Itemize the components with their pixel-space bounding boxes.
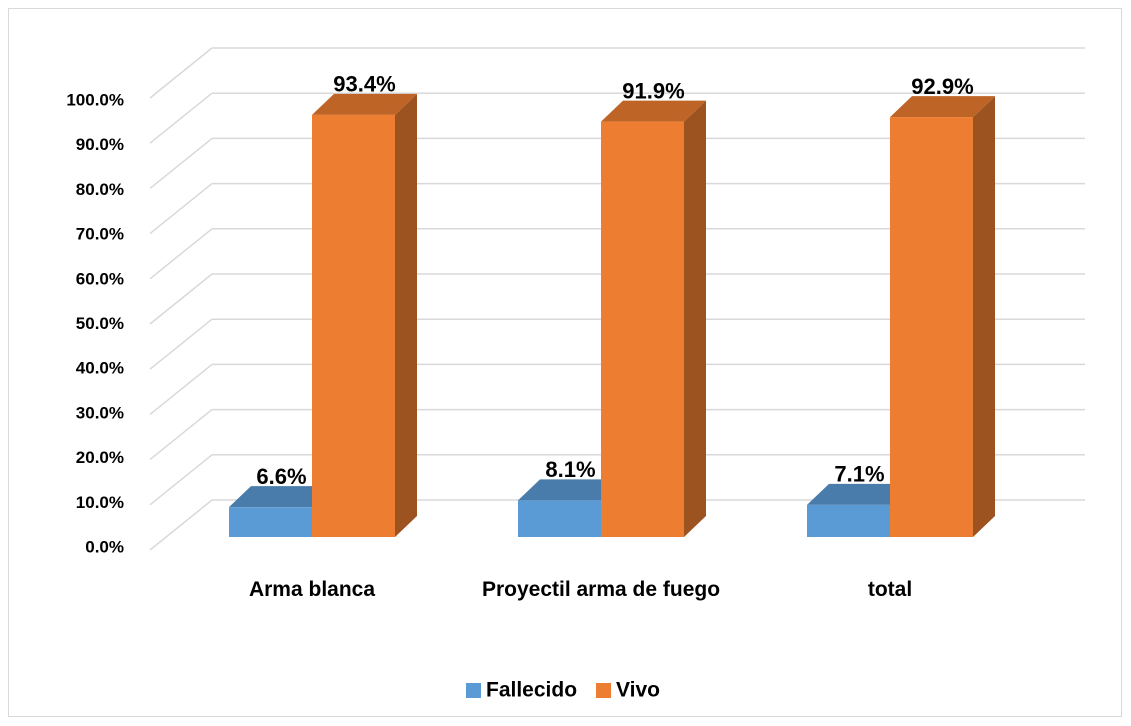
y-tick-label: 60.0% xyxy=(76,269,124,288)
grid-line-side xyxy=(149,92,213,144)
y-tick-label: 50.0% xyxy=(76,314,124,333)
bar-top xyxy=(312,93,417,115)
grid-line-side xyxy=(149,228,213,280)
grid-line-side xyxy=(149,47,213,99)
y-tick-label: 80.0% xyxy=(76,180,124,199)
grid-line-side xyxy=(149,409,213,461)
bar-side xyxy=(395,93,417,537)
bar-side xyxy=(684,100,706,537)
bar-front xyxy=(312,114,395,537)
bar-front xyxy=(229,507,312,537)
grid-line-side xyxy=(149,363,213,415)
data-label: 93.4% xyxy=(333,72,395,97)
y-tick-label: 0.0% xyxy=(85,537,124,556)
y-tick-label: 30.0% xyxy=(76,403,124,422)
x-tick-label-box: Proyectil arma de fuego xyxy=(481,578,721,601)
bar xyxy=(312,93,417,537)
bar xyxy=(601,100,706,537)
grid-line-side xyxy=(149,183,213,235)
x-tick-label-box: Arma blanca xyxy=(248,578,376,601)
grid-line-side xyxy=(149,137,213,189)
y-tick-label: 20.0% xyxy=(76,448,124,467)
legend-label: Vivo xyxy=(616,679,660,702)
y-tick-label: 10.0% xyxy=(76,493,124,512)
bar-front xyxy=(518,500,601,537)
bar-top xyxy=(229,486,334,508)
bar-front xyxy=(890,117,973,537)
x-tick-label-box: total xyxy=(867,578,913,601)
grid-line-side xyxy=(149,454,213,506)
data-label: 7.1% xyxy=(834,462,884,487)
y-tick-label: 100.0% xyxy=(66,90,124,109)
bar-front xyxy=(807,504,890,537)
legend-label: Fallecido xyxy=(486,679,577,702)
data-label: 8.1% xyxy=(545,457,595,482)
bar-top xyxy=(518,479,623,501)
bar-top xyxy=(890,96,995,118)
bar xyxy=(518,479,623,537)
bar-side xyxy=(973,96,995,537)
x-tick-label: Arma blanca xyxy=(248,578,376,601)
bar-front xyxy=(601,121,684,537)
data-label: 92.9% xyxy=(911,74,973,99)
bar xyxy=(890,96,995,537)
x-tick-label: Proyectil arma de fuego xyxy=(481,578,721,601)
x-tick-label: total xyxy=(867,578,913,601)
grid-line-side xyxy=(149,318,213,370)
grid-line-side xyxy=(149,499,213,551)
y-tick-label: 90.0% xyxy=(76,135,124,154)
y-tick-label: 40.0% xyxy=(76,359,124,378)
bar-top xyxy=(601,100,706,122)
data-label: 6.6% xyxy=(256,464,306,489)
y-tick-label: 70.0% xyxy=(76,225,124,244)
bar-top xyxy=(807,483,912,505)
grid-line-side xyxy=(149,273,213,325)
legend-swatch xyxy=(466,683,481,698)
data-label: 91.9% xyxy=(622,78,684,103)
legend-swatch xyxy=(596,683,612,698)
